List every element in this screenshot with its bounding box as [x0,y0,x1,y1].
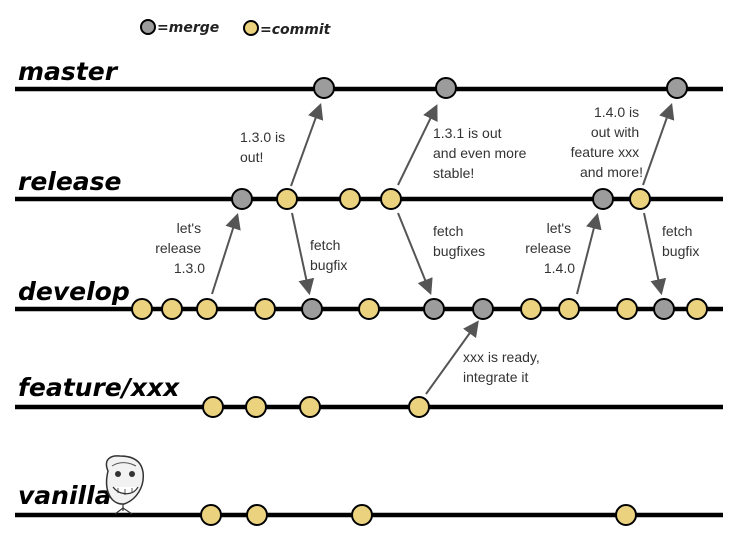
legend-merge-swatch [140,19,156,35]
feature-commit-node [245,396,267,418]
master-merge-node [666,77,688,99]
branch-labels: master release develop feature/xxx vanil… [18,57,180,510]
branch-label-vanilla: vanilla [18,481,112,510]
flow-arrows [211,102,675,395]
note-xxx-ready: xxx is ready, integrate it [463,349,544,385]
release-nodes [231,188,651,210]
vanilla-commit-node [246,504,268,526]
branch-label-develop: develop [18,277,130,306]
develop-commit-node [131,298,153,320]
note-lets-release-130: let's release 1.3.0 [155,220,205,276]
legend-merge-label: =merge [157,20,219,36]
develop-commit-node [558,298,580,320]
arrow-release-to-master-140 [642,102,675,186]
develop-commit-node [358,298,380,320]
develop-commit-node [196,298,218,320]
develop-commit-node [520,298,542,320]
release-commit-node [629,188,651,210]
note-140-out: 1.4.0 is out with feature xxx and more! [571,104,643,180]
legend-commit-label: =commit [260,22,332,38]
develop-merge-node [653,298,675,320]
arrow-develop-to-release-140 [576,212,602,295]
arrow-release-to-develop-bugfix [291,212,315,296]
arrow-feature-to-develop [425,320,479,395]
feature-commit-node [408,396,430,418]
develop-commit-node [616,298,638,320]
develop-commit-node [686,298,708,320]
release-commit-node [380,188,402,210]
release-commit-node [276,188,298,210]
feature-commit-node [299,396,321,418]
develop-nodes [131,298,708,320]
branch-label-master: master [18,57,119,86]
develop-merge-node [423,298,445,320]
note-130-out: 1.3.0 is out! [240,129,289,165]
develop-commit-node [161,298,183,320]
release-commit-node [339,188,361,210]
arrow-develop-to-release-130 [211,212,241,295]
branch-label-release: release [18,167,122,196]
branch-label-feature: feature/xxx [18,373,180,402]
feature-nodes [202,396,430,418]
vanilla-commit-node [615,504,637,526]
note-fetch-bugfix-2: fetch bugfix [662,223,699,259]
develop-merge-node [301,298,323,320]
master-nodes [313,77,688,99]
note-fetch-bugfix-1: fetch bugfix [310,237,347,273]
master-merge-node [435,77,457,99]
legend-commit-swatch [243,20,259,36]
develop-commit-node [254,298,276,320]
develop-merge-node [472,298,494,320]
arrow-release-to-master-130 [290,102,324,187]
vanilla-commit-node [200,504,222,526]
note-fetch-bugfixes: fetch bugfixes [433,223,485,259]
note-131-out: 1.3.1 is out and even more stable! [433,125,530,181]
feature-commit-node [202,396,224,418]
arrow-release-to-develop-bugfixes [397,212,433,295]
note-lets-release-140: let's release 1.4.0 [525,220,575,276]
arrow-release-to-develop-bugfix-2 [643,212,667,296]
vanilla-commit-node [351,504,373,526]
vanilla-nodes [200,504,637,526]
forever-alone-face-icon [105,455,144,515]
master-merge-node [313,77,335,99]
legend: =merge =commit [140,19,332,38]
annotations: let's release 1.3.0 1.3.0 is out! fetch … [155,104,699,385]
release-merge-node [231,188,253,210]
arrow-release-to-master-131 [397,104,438,186]
release-merge-node [592,188,614,210]
